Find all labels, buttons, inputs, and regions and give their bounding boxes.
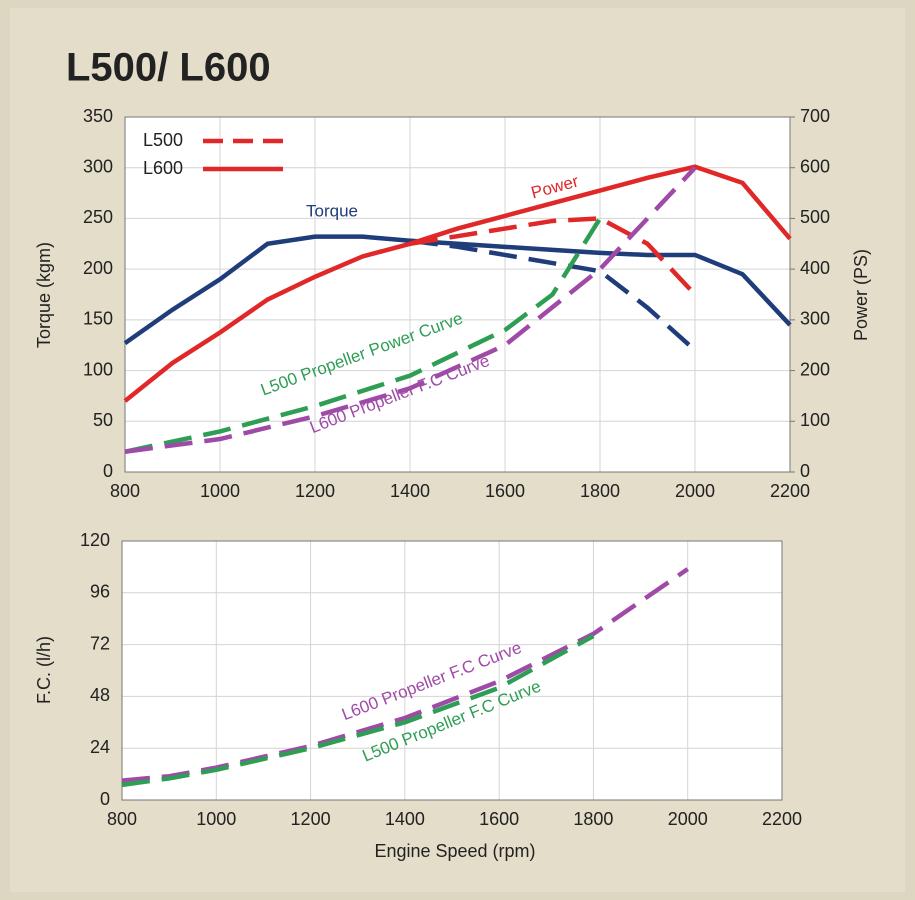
- y-tick-label: 24: [90, 737, 110, 757]
- y2-tick-label: 200: [800, 359, 830, 379]
- y-tick-label: 48: [90, 685, 110, 705]
- series-line: [123, 164, 792, 403]
- y2-tick-label: 300: [800, 309, 830, 329]
- plot-area: [121, 540, 783, 801]
- x-tick-label: 2200: [762, 809, 802, 829]
- y-tick-label: 300: [83, 156, 113, 176]
- y2-tick-label: 700: [800, 106, 830, 126]
- x-tick-label: 1800: [580, 481, 620, 501]
- y-tick-label: 96: [90, 582, 110, 602]
- y-tick-label: 100: [83, 359, 113, 379]
- series-line: [121, 633, 595, 788]
- y2-tick-label: 400: [800, 258, 830, 278]
- y-tick-label: 200: [83, 258, 113, 278]
- x-tick-label: 1000: [200, 481, 240, 501]
- x-axis-label: Engine Speed (rpm): [374, 841, 535, 861]
- x-tick-label: 2200: [770, 481, 810, 501]
- x-tick-label: 1800: [573, 809, 613, 829]
- series-line: [124, 166, 697, 454]
- y-tick-label: 250: [83, 207, 113, 227]
- x-tick-label: 1400: [390, 481, 430, 501]
- series-line: [123, 234, 792, 346]
- legend-label: L600: [143, 158, 183, 178]
- plot-frame: [121, 540, 783, 801]
- series-line: [124, 217, 602, 454]
- x-tick-label: 1600: [485, 481, 525, 501]
- y-axis-label: F.C. (l/h): [34, 636, 54, 704]
- y-tick-label: 150: [83, 309, 113, 329]
- y-tick-label: 350: [83, 106, 113, 126]
- x-tick-label: 2000: [675, 481, 715, 501]
- plot-frame: [124, 116, 791, 473]
- legend-label: L500: [143, 130, 183, 150]
- y-axis-label: Torque (kgm): [34, 242, 54, 348]
- y-tick-label: 72: [90, 633, 110, 653]
- series-line: [409, 238, 697, 352]
- y2-tick-label: 100: [800, 410, 830, 430]
- chart-title: L500/ L600: [66, 46, 271, 90]
- x-tick-label: 800: [110, 481, 140, 501]
- x-tick-label: 1200: [295, 481, 335, 501]
- y2-axis-label: Power (PS): [851, 249, 871, 341]
- x-tick-label: 1200: [291, 809, 331, 829]
- x-tick-label: 1000: [196, 809, 236, 829]
- x-tick-label: 1600: [479, 809, 519, 829]
- x-tick-label: 2000: [668, 809, 708, 829]
- x-tick-label: 1400: [385, 809, 425, 829]
- y2-tick-label: 600: [800, 156, 830, 176]
- y2-tick-label: 500: [800, 207, 830, 227]
- series-line: [409, 216, 697, 297]
- y2-tick-label: 0: [800, 461, 810, 481]
- plot-area: [124, 116, 791, 473]
- x-tick-label: 800: [107, 809, 137, 829]
- annotation: Torque: [306, 201, 358, 220]
- y-tick-label: 50: [93, 410, 113, 430]
- y-tick-label: 0: [100, 789, 110, 809]
- y-tick-label: 120: [80, 530, 110, 550]
- y-tick-label: 0: [103, 461, 113, 481]
